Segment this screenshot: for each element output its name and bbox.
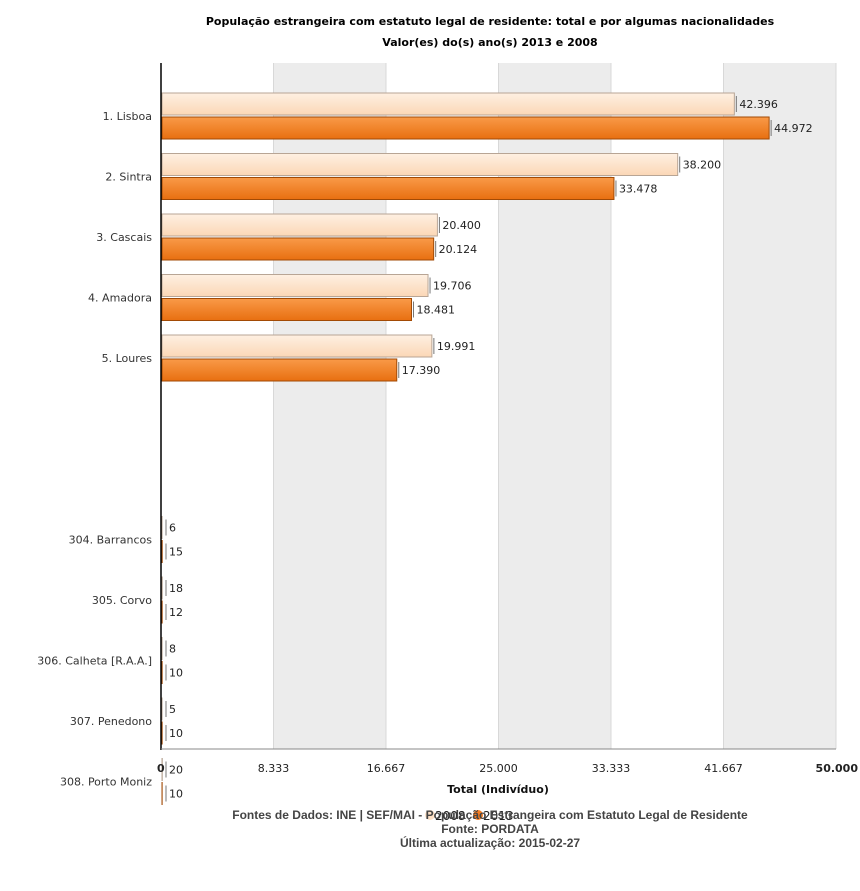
bar-2008 [161,153,679,176]
bar-2013 [161,177,615,200]
x-tick-label: 0 [157,762,165,775]
legend-item-2008: 2008 [425,809,466,823]
x-tick-label: 25.000 [479,762,518,775]
category-label: 2. Sintra [105,171,152,184]
legend-swatch [425,810,435,820]
bar-2008 [161,92,735,116]
category-label: 306. Calheta [R.A.A.] [37,655,152,668]
category-label: 308. Porto Moniz [60,776,152,789]
value-label-2013: 10 [169,667,183,680]
value-label-2013: 10 [169,788,183,801]
value-label-2008: 5 [169,703,176,716]
x-tick-label: 33.333 [592,762,631,775]
category-label: 5. Loures [102,352,153,365]
category-label: 305. Corvo [92,594,152,607]
x-axis-title: Total (Indivíduo) [447,783,549,796]
value-label-2008: 8 [169,643,176,656]
value-label-2013: 10 [169,727,183,740]
x-tick-label: 41.667 [704,762,743,775]
x-tick-label: 16.667 [367,762,406,775]
bar-2013 [161,298,412,321]
bar-2013 [161,358,398,382]
value-label-2013: 33.478 [619,183,658,196]
value-label-2013: 44.972 [774,122,813,135]
category-label: 4. Amadora [88,292,152,305]
value-label-2013: 15 [169,546,183,559]
bar-2008 [161,213,438,237]
value-label-2008: 38.200 [683,159,722,172]
category-label: 304. Barrancos [69,534,153,547]
legend-label: 2008 [435,809,466,823]
value-label-2008: 19.991 [437,340,476,353]
bar-2013 [161,116,770,140]
x-tick-label: 8.333 [258,762,290,775]
value-label-2008: 6 [169,522,176,535]
source-line-2: Fonte: PORDATA [441,822,539,836]
bar-2008 [161,334,433,358]
category-label: 1. Lisboa [103,110,152,123]
legend-label: 2013 [483,809,514,823]
category-label: 3. Cascais [96,231,152,244]
chart-title: População estrangeira com estatuto legal… [205,15,775,28]
grid-band [723,63,836,749]
value-label-2008: 19.706 [433,280,472,293]
value-label-2008: 18 [169,582,183,595]
value-label-2013: 12 [169,606,183,619]
value-label-2008: 20 [169,764,183,777]
legend-item-2013: 2013 [473,809,514,823]
value-label-2008: 42.396 [739,98,778,111]
value-label-2008: 20.400 [442,219,481,232]
bar-2008 [161,274,429,297]
value-label-2013: 18.481 [416,304,455,317]
source-line-3: Última actualização: 2015-02-27 [399,836,581,850]
value-label-2013: 17.390 [402,364,441,377]
legend-swatch [473,810,483,820]
value-label-2013: 20.124 [439,243,478,256]
source-line-1: Fontes de Dados: INE | SEF/MAI - Populaç… [232,808,748,822]
chart-subtitle: Valor(es) do(s) ano(s) 2013 e 2008 [382,36,598,49]
x-tick-label: 50.000 [816,762,859,775]
category-label: 307. Penedono [70,715,152,728]
bar-2013 [161,237,435,261]
